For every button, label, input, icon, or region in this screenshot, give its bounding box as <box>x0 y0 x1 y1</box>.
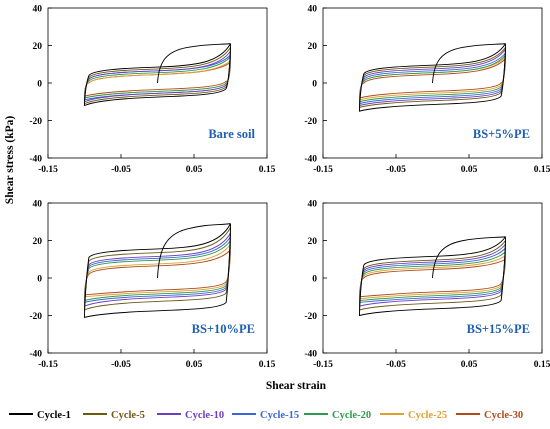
x-tick-label: 0.15 <box>259 360 276 370</box>
y-tick-label: -20 <box>304 117 317 127</box>
legend-label: Cycle-30 <box>484 410 523 421</box>
panel-2: 40 20 0 -20 -40-0.15 -0.05 0.05 0.15 BS+5%PE <box>304 5 550 176</box>
x-tick-label: -0.15 <box>38 360 58 370</box>
x-tick-label: 0.05 <box>461 165 478 175</box>
series-cycle-20-loop <box>84 240 231 302</box>
panel-1: 40 20 0 -20 -40-0.15 -0.05 0.05 0.15 Bare soil <box>29 5 275 176</box>
panel-label: BS+5%PE <box>473 127 530 141</box>
y-tick-label: -20 <box>29 312 42 322</box>
panel-label: Bare soil <box>208 127 255 141</box>
y-tick-label: 0 <box>37 80 42 90</box>
panel-label: BS+15%PE <box>467 322 530 336</box>
panel-3: 40 20 0 -20 -40-0.15 -0.05 0.05 0.15 BS+10%PE <box>29 200 275 371</box>
x-tick-label: 0.15 <box>534 360 550 370</box>
y-tick-label: -40 <box>304 350 317 360</box>
y-axis-label: Shear stress (kPa) <box>4 116 16 205</box>
y-tick-label: -40 <box>304 155 317 165</box>
y-tick-label: 40 <box>33 5 43 15</box>
x-tick-label: 0.05 <box>461 360 478 370</box>
x-tick-label: 0.05 <box>186 165 203 175</box>
y-tick-label: 20 <box>33 42 43 52</box>
x-tick-label: -0.05 <box>111 360 131 370</box>
y-tick-label: 40 <box>308 5 318 15</box>
y-tick-label: 20 <box>33 237 43 247</box>
panel-label: BS+10%PE <box>192 322 255 336</box>
x-tick-label: 0.15 <box>259 165 276 175</box>
series-cycle-1-initial-loading <box>432 43 506 84</box>
legend-label: Cycle-15 <box>260 410 299 421</box>
legend: Cycle-1 Cycle-5 Cycle-10 Cycle-15 Cycle-20 Cy… <box>9 410 523 421</box>
x-tick-label: -0.15 <box>313 165 333 175</box>
x-tick-label: -0.05 <box>111 165 131 175</box>
x-axis-label: Shear strain <box>266 380 327 392</box>
x-tick-label: 0.05 <box>186 360 203 370</box>
y-tick-label: -40 <box>29 155 42 165</box>
y-tick-label: 40 <box>33 200 43 210</box>
y-tick-label: -20 <box>304 312 317 322</box>
y-tick-label: 0 <box>312 80 317 90</box>
legend-label: Cycle-20 <box>332 410 371 421</box>
x-tick-label: -0.05 <box>386 165 406 175</box>
y-tick-label: -40 <box>29 350 42 360</box>
y-tick-label: 40 <box>308 200 318 210</box>
x-tick-label: -0.15 <box>313 360 333 370</box>
legend-label: Cycle-25 <box>408 410 447 421</box>
x-tick-label: -0.15 <box>38 165 58 175</box>
series-cycle-1-loop <box>359 43 506 112</box>
y-tick-label: -20 <box>29 117 42 127</box>
y-tick-label: 0 <box>37 275 42 285</box>
x-tick-label: 0.15 <box>534 165 550 175</box>
y-tick-label: 20 <box>308 237 318 247</box>
legend-label: Cycle-5 <box>111 410 145 421</box>
panel-4: 40 20 0 -20 -40-0.15 -0.05 0.05 0.15 BS+15%PE <box>304 200 550 371</box>
legend-label: Cycle-10 <box>185 410 224 421</box>
series-cycle-1-initial-loading <box>157 43 231 84</box>
legend-label: Cycle-1 <box>37 410 71 421</box>
series-cycle-1-initial-loading <box>432 236 506 279</box>
y-tick-label: 0 <box>312 275 317 285</box>
series-cycle-1-loop <box>84 223 231 318</box>
series-cycle-1-loop <box>84 43 231 107</box>
y-tick-label: 20 <box>308 42 318 52</box>
series-cycle-1-loop <box>359 236 506 317</box>
series-cycle-1-initial-loading <box>157 223 231 279</box>
x-tick-label: -0.05 <box>386 360 406 370</box>
